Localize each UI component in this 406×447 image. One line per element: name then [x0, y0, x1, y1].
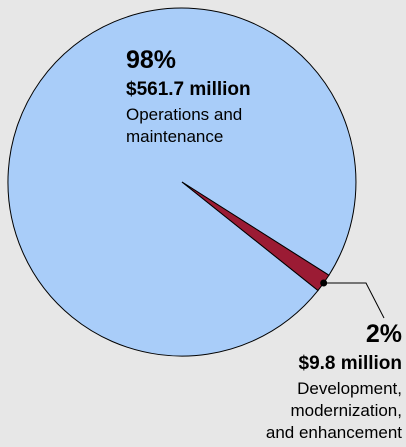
- leader-dot: [320, 279, 328, 287]
- leader-line: [323, 282, 385, 319]
- slice-amount-label: $561.7 million: [126, 79, 251, 100]
- slice-description: Operations and maintenance: [126, 104, 243, 146]
- label-development-modernization: 2% $9.8 million Development, modernizati…: [266, 322, 402, 444]
- slice-percent-label: 2%: [365, 320, 402, 348]
- slice-amount-label: $9.8 million: [298, 353, 402, 374]
- slice-description: Development, modernization, and enhancem…: [265, 378, 402, 443]
- label-operations-maintenance: 98% $561.7 million Operations and mainte…: [126, 48, 251, 148]
- slice-percent-label: 98%: [126, 46, 177, 74]
